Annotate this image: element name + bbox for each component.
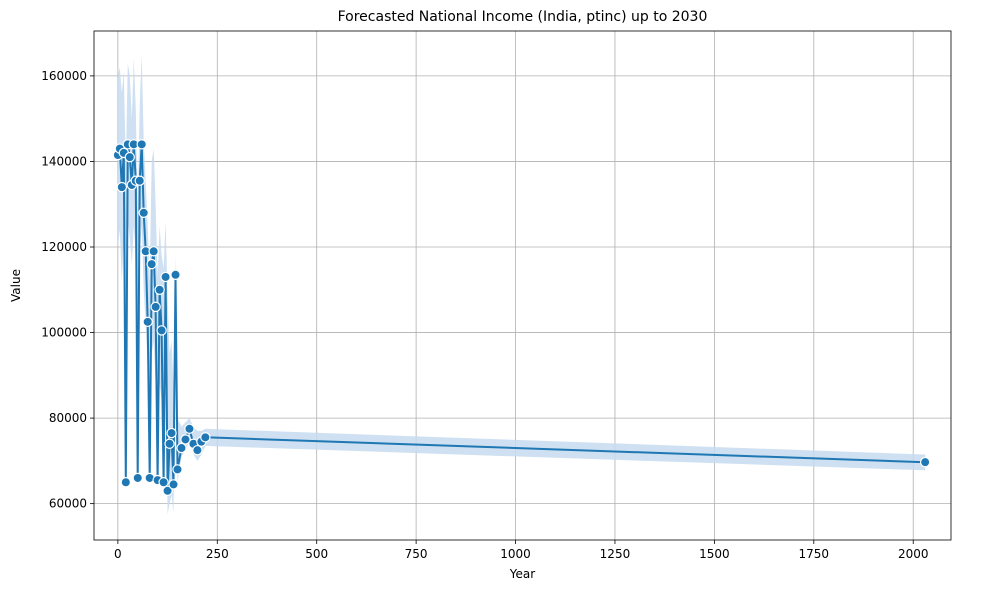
data-point	[156, 325, 167, 336]
data-point	[120, 477, 132, 488]
y-tick-label: 60000	[49, 497, 87, 511]
x-axis-label: Year	[509, 567, 535, 581]
data-point	[116, 181, 128, 193]
y-tick-label: 120000	[41, 240, 87, 254]
data-point	[168, 479, 179, 490]
data-point	[176, 442, 187, 454]
x-tick-label: 250	[206, 547, 229, 561]
y-tick-label: 140000	[41, 154, 87, 168]
data-point	[154, 284, 165, 295]
data-point	[148, 246, 159, 257]
data-point	[180, 434, 191, 445]
y-tick-label: 80000	[49, 411, 87, 425]
data-point	[136, 139, 147, 150]
data-point	[919, 456, 931, 468]
data-point	[146, 258, 157, 270]
chart-title: Forecasted National Income (India, ptinc…	[338, 9, 708, 25]
data-point	[124, 151, 135, 163]
data-point	[150, 301, 161, 313]
grid	[94, 31, 951, 540]
x-tick-label: 1250	[600, 547, 631, 561]
data-point	[142, 316, 153, 328]
data-point	[170, 269, 181, 281]
x-tick-label: 1000	[500, 547, 531, 561]
data-point	[138, 207, 149, 218]
x-axis-ticks: 0 250 500 750 1000 1250 1500 1750 2000	[114, 540, 928, 561]
data-point	[184, 423, 195, 434]
y-tick-label: 100000	[41, 326, 87, 340]
x-tick-label: 750	[405, 547, 428, 561]
data-point	[132, 472, 143, 484]
series-markers	[112, 139, 931, 497]
data-point	[158, 477, 169, 488]
y-tick-label: 160000	[41, 69, 87, 83]
x-tick-label: 1500	[699, 547, 730, 561]
data-point	[160, 271, 171, 283]
x-tick-label: 0	[114, 547, 122, 561]
data-point	[162, 485, 173, 497]
x-tick-label: 1750	[799, 547, 830, 561]
data-point	[192, 444, 203, 456]
plot-frame	[93, 30, 952, 541]
x-tick-label: 2000	[898, 547, 929, 561]
x-tick-label: 500	[305, 547, 328, 561]
data-point	[164, 438, 175, 449]
y-axis-label: Value	[9, 269, 23, 302]
data-point	[166, 427, 177, 439]
y-axis-ticks: 60000 80000 100000 120000 140000 160000	[41, 69, 94, 511]
data-point	[134, 175, 145, 186]
data-point	[200, 432, 211, 443]
data-point	[172, 464, 183, 475]
